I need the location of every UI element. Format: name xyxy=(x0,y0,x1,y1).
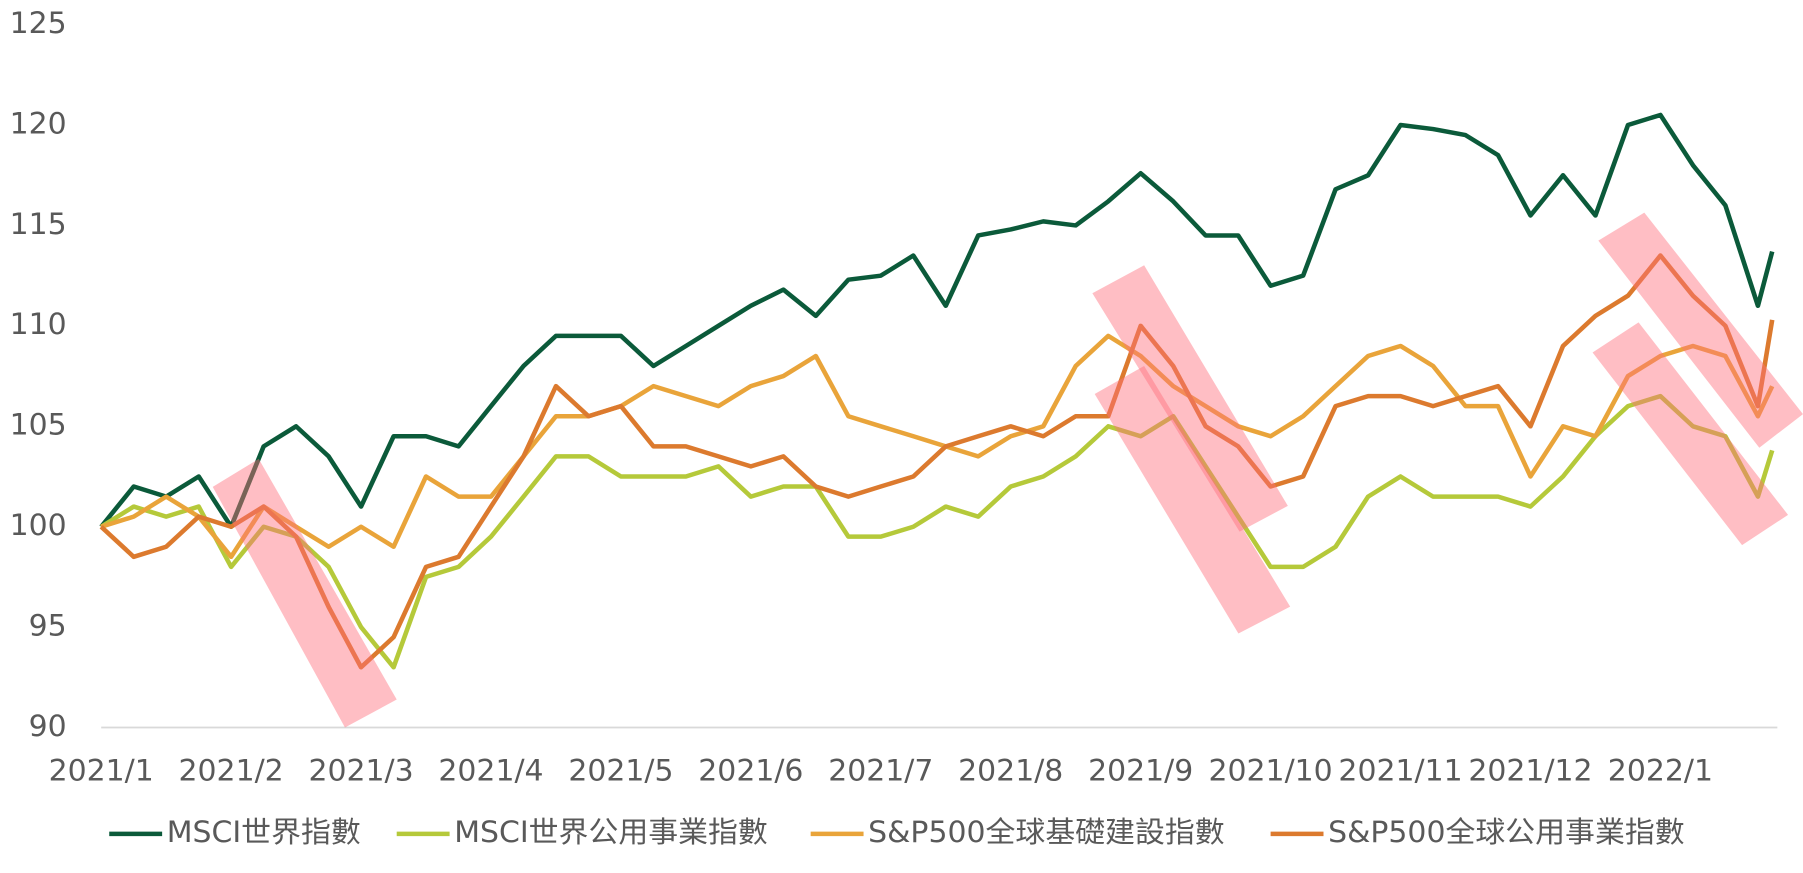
x-tick-label: 2021/12 xyxy=(1468,754,1592,788)
legend-label: MSCI世界公用事業指數 xyxy=(454,816,768,850)
x-tick-label: 2021/6 xyxy=(698,754,803,788)
y-tick-label: 100 xyxy=(10,508,67,542)
y-tick-label: 120 xyxy=(10,107,67,141)
x-tick-label: 2021/4 xyxy=(438,754,543,788)
y-tick-label: 90 xyxy=(29,709,67,743)
legend-label: S&P500全球公用事業指數 xyxy=(1328,816,1685,850)
x-tick-label: 2021/2 xyxy=(179,754,284,788)
highlight xyxy=(1592,322,1789,546)
legend-label: S&P500全球基礎建設指數 xyxy=(868,816,1225,850)
x-tick-label: 2021/1 xyxy=(49,754,154,788)
series-line xyxy=(100,333,1775,560)
y-tick-label: 95 xyxy=(29,609,67,643)
y-tick-label: 105 xyxy=(10,408,67,442)
x-tick-label: 2022/1 xyxy=(1608,754,1713,788)
y-tick-label: 115 xyxy=(10,207,67,241)
series-line xyxy=(99,253,1775,670)
y-tick-label: 110 xyxy=(10,308,67,342)
legend-label: MSCI世界指數 xyxy=(167,816,361,850)
x-tick-label: 2021/8 xyxy=(958,754,1063,788)
y-tick-label: 125 xyxy=(10,6,67,40)
highlights xyxy=(212,212,1803,728)
highlight xyxy=(1598,212,1803,448)
x-tick-label: 2021/10 xyxy=(1209,754,1333,788)
x-tick-label: 2021/5 xyxy=(568,754,673,788)
series-line xyxy=(99,393,1775,670)
x-tick-label: 2021/11 xyxy=(1338,754,1462,788)
highlight xyxy=(1094,365,1291,634)
x-tick-label: 2021/9 xyxy=(1088,754,1193,788)
series-line xyxy=(99,112,1775,529)
x-tick-label: 2021/3 xyxy=(308,754,413,788)
highlight xyxy=(212,458,397,728)
x-tick-label: 2021/7 xyxy=(828,754,933,788)
highlight xyxy=(1092,265,1288,532)
